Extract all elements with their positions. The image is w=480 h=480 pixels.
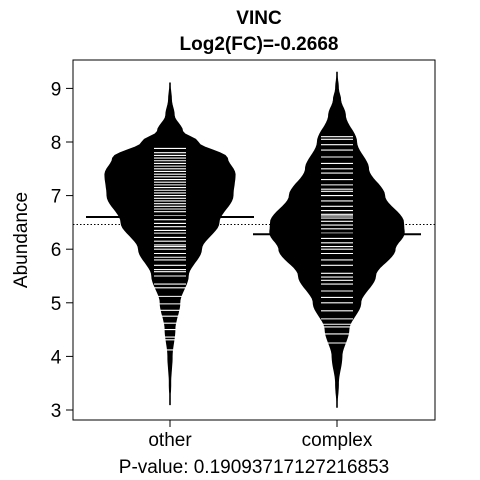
violin-complex [269,71,405,408]
y-tick-label: 4 [51,347,62,368]
p-value-label: P-value: 0.19093717127216853 [119,457,389,478]
x-axis: other complex [148,419,373,451]
y-tick-label: 9 [51,79,62,100]
y-axis: 3 4 5 6 7 8 9 [51,79,74,422]
y-tick-label: 8 [51,133,62,154]
y-axis-label: Abundance [11,192,32,288]
y-tick-label: 5 [51,294,62,315]
chart-subtitle: Log2(FC)=-0.2668 [180,34,339,55]
x-tick-label-other: other [148,430,192,451]
y-tick-label: 6 [51,240,62,261]
y-tick-label: 7 [51,187,62,208]
x-tick-label-complex: complex [302,430,373,451]
violin-layer [73,71,435,408]
y-tick-label: 3 [51,401,62,422]
violin-other [104,82,236,406]
chart-title: VINC [236,8,282,29]
